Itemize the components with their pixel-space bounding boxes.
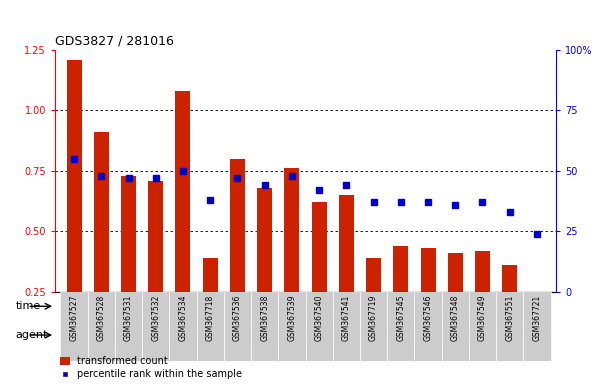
Text: 3 days post-SE: 3 days post-SE [103, 301, 181, 311]
Bar [442, 292, 469, 361]
Text: GSM367528: GSM367528 [97, 295, 106, 341]
Text: GSM367549: GSM367549 [478, 295, 487, 341]
Bar [387, 292, 414, 361]
Text: GSM367546: GSM367546 [423, 295, 433, 341]
Bar [224, 321, 360, 349]
Text: GSM367551: GSM367551 [505, 295, 514, 341]
Bar [448, 253, 463, 353]
Bar [115, 292, 142, 361]
Text: GSM367719: GSM367719 [369, 295, 378, 341]
Text: pilocarpine: pilocarpine [263, 330, 321, 340]
Bar [60, 293, 224, 320]
Text: GSM367538: GSM367538 [260, 295, 269, 341]
Text: pilocarpine: pilocarpine [426, 330, 485, 340]
Bar [278, 292, 306, 361]
Legend: transformed count, percentile rank within the sample: transformed count, percentile rank withi… [60, 356, 243, 379]
Bar [175, 91, 191, 353]
Bar [148, 180, 163, 353]
Text: GSM367541: GSM367541 [342, 295, 351, 341]
Text: agent: agent [15, 330, 48, 340]
Bar [203, 258, 218, 353]
Bar [257, 188, 272, 353]
Text: saline: saline [195, 330, 225, 340]
Bar [306, 292, 333, 361]
Bar [142, 292, 169, 361]
Text: GSM367721: GSM367721 [532, 295, 541, 341]
Text: saline: saline [522, 330, 552, 340]
Bar [224, 292, 251, 361]
Text: GSM367545: GSM367545 [397, 295, 405, 341]
Bar [524, 292, 551, 361]
Bar [251, 292, 278, 361]
Bar [524, 321, 551, 349]
Bar [224, 293, 387, 320]
Text: GSM367527: GSM367527 [70, 295, 79, 341]
Bar [333, 292, 360, 361]
Text: 7 days post-SE: 7 days post-SE [267, 301, 344, 311]
Bar [197, 321, 224, 349]
Text: GSM367532: GSM367532 [152, 295, 160, 341]
Text: GSM367540: GSM367540 [315, 295, 324, 341]
Bar [197, 292, 224, 361]
Text: immediate: immediate [441, 301, 497, 311]
Bar [284, 169, 299, 353]
Bar [169, 292, 197, 361]
Text: GSM367531: GSM367531 [124, 295, 133, 341]
Bar [475, 251, 490, 353]
Bar [67, 60, 81, 353]
Text: saline: saline [358, 330, 389, 340]
Bar [530, 299, 544, 353]
Bar [121, 176, 136, 353]
Text: GSM367536: GSM367536 [233, 295, 242, 341]
Bar [312, 202, 327, 353]
Bar [414, 292, 442, 361]
Bar [60, 321, 197, 349]
Bar [502, 265, 517, 353]
Text: pilocarpine: pilocarpine [100, 330, 158, 340]
Bar [387, 321, 524, 349]
Bar [366, 258, 381, 353]
Bar [360, 321, 387, 349]
Bar [87, 292, 115, 361]
Bar [94, 132, 109, 353]
Text: GSM367539: GSM367539 [287, 295, 296, 341]
Text: GSM367718: GSM367718 [206, 295, 214, 341]
Bar [360, 292, 387, 361]
Text: GDS3827 / 281016: GDS3827 / 281016 [55, 34, 174, 47]
Bar [496, 292, 524, 361]
Bar [420, 248, 436, 353]
Bar [393, 246, 408, 353]
Bar [230, 159, 245, 353]
Bar [469, 292, 496, 361]
Text: time: time [15, 301, 40, 311]
Text: GSM367548: GSM367548 [451, 295, 459, 341]
Bar [387, 293, 551, 320]
Bar [60, 292, 87, 361]
Text: GSM367534: GSM367534 [178, 295, 188, 341]
Bar [339, 195, 354, 353]
